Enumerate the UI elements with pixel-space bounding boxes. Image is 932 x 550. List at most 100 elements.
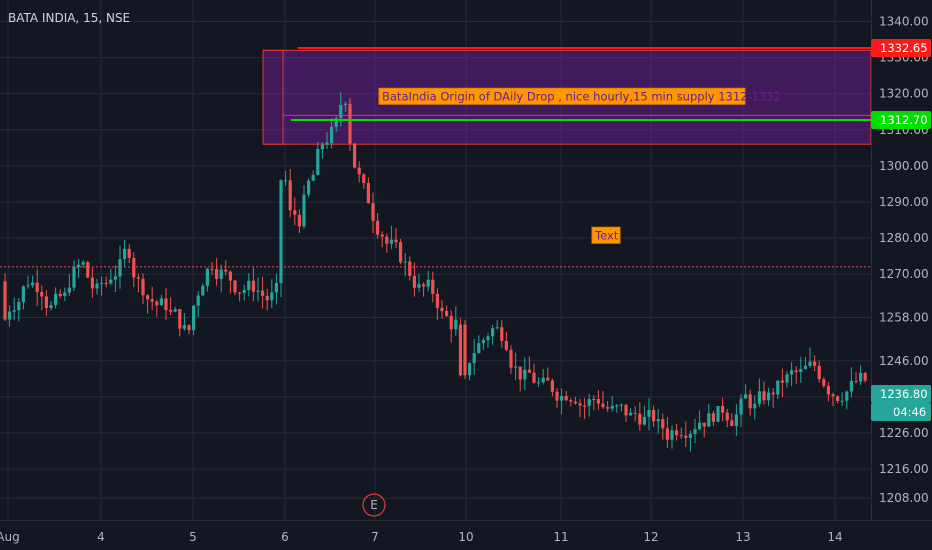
candle-body-172 <box>794 370 798 372</box>
candle-64 <box>297 209 301 234</box>
candle-80 <box>371 192 375 234</box>
candle-165 <box>762 381 766 405</box>
candle-143 <box>661 413 665 440</box>
candle-body-148 <box>684 435 688 438</box>
candle-body-186 <box>859 372 863 382</box>
candle-body-134 <box>619 404 623 406</box>
candle-body-119 <box>550 380 554 392</box>
candle-3 <box>17 297 21 322</box>
earnings-event-marker[interactable]: E <box>362 493 386 517</box>
candle-9 <box>44 290 48 316</box>
candle-155 <box>716 405 720 423</box>
candle-35 <box>164 288 168 321</box>
candle-26 <box>123 239 127 268</box>
candle-131 <box>606 401 610 412</box>
candles <box>3 92 867 452</box>
candle-body-44 <box>205 268 209 286</box>
candle-10 <box>49 301 53 311</box>
candle-body-88 <box>408 261 412 276</box>
candle-72 <box>334 115 338 132</box>
candle-body-168 <box>776 380 780 395</box>
candle-body-80 <box>371 203 375 221</box>
candle-body-5 <box>26 285 30 287</box>
candle-body-38 <box>178 309 182 329</box>
candle-body-52 <box>242 290 246 293</box>
annotation-note-1[interactable]: BataIndia Origin of DAily Drop , nice ho… <box>378 87 781 105</box>
candle-body-107 <box>495 327 499 329</box>
y-tick-label-13: 1208.00 <box>879 491 929 505</box>
annotation-note-2[interactable]: Text <box>591 226 621 244</box>
candle-body-1 <box>8 311 12 320</box>
candle-body-127 <box>587 399 591 406</box>
candle-body-174 <box>803 365 807 369</box>
candle-140 <box>647 398 651 431</box>
candle-body-103 <box>477 343 481 353</box>
x-tick-label-2: 5 <box>189 530 197 544</box>
candle-110 <box>509 345 513 374</box>
candle-body-43 <box>201 285 205 296</box>
candle-121 <box>560 388 564 415</box>
candle-136 <box>629 408 633 416</box>
candle-body-109 <box>504 340 508 350</box>
candle-171 <box>790 362 794 387</box>
candle-body-116 <box>537 382 541 384</box>
candle-body-114 <box>527 369 531 373</box>
candle-159 <box>734 404 738 437</box>
candle-65 <box>302 185 306 229</box>
y-tick-label-8: 1258.00 <box>879 310 929 324</box>
candle-body-117 <box>541 377 545 383</box>
candle-45 <box>210 262 214 276</box>
time-axis[interactable]: Aug 4 5 6 7 10 11 12 13 14 <box>0 520 932 550</box>
candle-body-3 <box>17 302 21 311</box>
candle-body-22 <box>104 282 108 284</box>
candle-179 <box>826 381 830 402</box>
candle-body-137 <box>633 412 637 414</box>
candle-body-130 <box>601 403 605 408</box>
candle-85 <box>394 228 398 248</box>
candle-178 <box>822 376 826 389</box>
candle-body-60 <box>279 180 283 284</box>
price-axis[interactable]: 1340.001330.001320.001310.001300.001290.… <box>871 0 932 550</box>
candle-146 <box>675 423 679 441</box>
candle-11 <box>54 287 58 309</box>
candle-body-120 <box>555 391 559 401</box>
candle-36 <box>169 297 173 316</box>
candle-89 <box>412 262 416 297</box>
candle-93 <box>431 271 435 303</box>
candle-body-181 <box>836 396 840 401</box>
candle-137 <box>633 406 637 422</box>
x-tick-label-3: 6 <box>281 530 289 544</box>
candle-2 <box>12 297 16 321</box>
candle-59 <box>274 273 278 305</box>
drawn-lines[interactable] <box>0 47 871 268</box>
candle-43 <box>201 283 205 296</box>
candle-180 <box>831 392 835 407</box>
candle-163 <box>753 395 757 420</box>
candle-144 <box>665 416 669 448</box>
candle-body-126 <box>583 405 587 407</box>
candle-161 <box>744 384 748 399</box>
candle-body-8 <box>40 291 44 297</box>
candle-114 <box>527 356 531 373</box>
annotations[interactable]: BataIndia Origin of DAily Drop , nice ho… <box>378 87 781 244</box>
candle-body-59 <box>274 283 278 293</box>
candle-body-178 <box>822 379 826 386</box>
candle-87 <box>403 253 407 277</box>
candle-116 <box>537 376 541 388</box>
candle-112 <box>518 366 522 392</box>
candle-body-182 <box>840 400 844 402</box>
candle-body-41 <box>192 305 196 331</box>
candle-97 <box>449 310 453 343</box>
candle-71 <box>330 118 334 149</box>
candle-body-2 <box>12 310 16 312</box>
candle-106 <box>491 325 495 345</box>
y-tick-label-7: 1270.00 <box>879 267 929 281</box>
candle-29 <box>136 273 140 293</box>
candle-67 <box>311 170 315 182</box>
chart-title: BATA INDIA, 15, NSE <box>8 11 130 25</box>
candle-100 <box>463 319 467 379</box>
candle-body-23 <box>109 279 113 284</box>
y-tick-label-2: 1320.00 <box>879 87 929 101</box>
candle-183 <box>845 390 849 410</box>
